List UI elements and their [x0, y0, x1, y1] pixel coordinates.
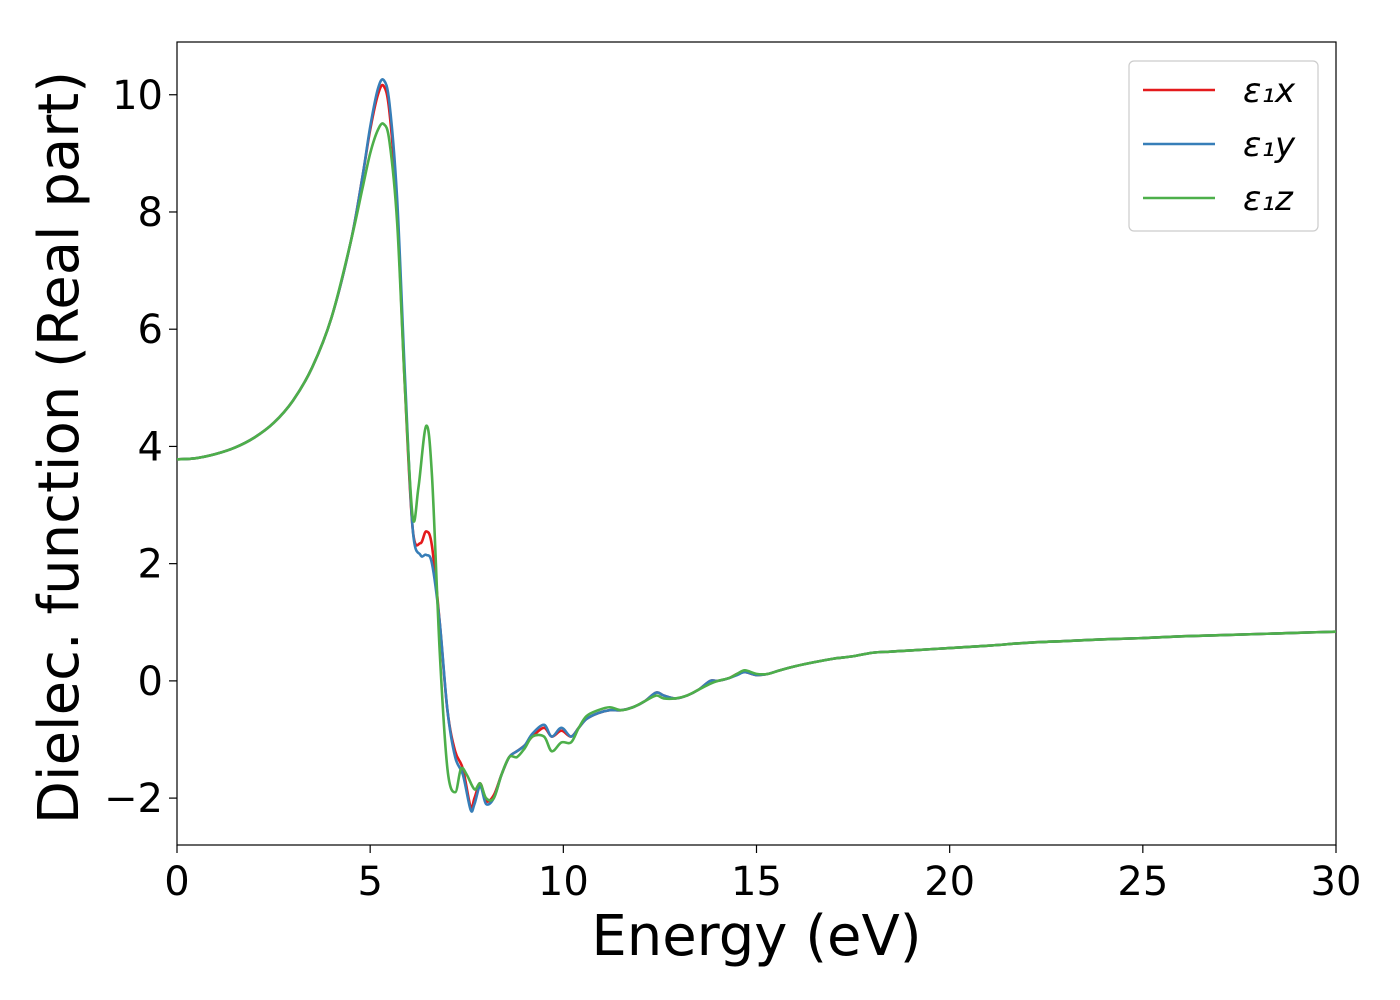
y-tick-label: 4 [138, 424, 163, 470]
x-tick-label: 5 [357, 859, 382, 905]
y-tick-label: 0 [138, 659, 163, 705]
series-layer [177, 78, 1336, 813]
series-line-3 [177, 122, 1336, 802]
y-axis-title: Dielec. function (Real part) [27, 71, 92, 824]
y-tick-label: 2 [138, 542, 163, 588]
x-tick-label: 20 [924, 859, 975, 905]
legend-label: ε₁z [1243, 179, 1294, 219]
y-tick-label: 8 [138, 190, 163, 236]
y-axis-ticks: −2 0 2 4 6 8 10 [104, 73, 177, 822]
legend-items: ε₁x ε₁y ε₁z [1143, 71, 1296, 219]
x-tick-label: 30 [1311, 859, 1362, 905]
y-tick-label: 10 [112, 73, 163, 119]
x-tick-label: 15 [731, 859, 782, 905]
legend-label: ε₁x [1243, 71, 1296, 111]
legend-box [1128, 60, 1319, 232]
x-tick-label: 25 [1117, 859, 1168, 905]
x-axis-title: Energy (eV) [591, 904, 921, 969]
x-tick-label: 10 [538, 859, 589, 905]
legend-label: ε₁y [1243, 125, 1296, 165]
legend: ε₁x ε₁y ε₁z [1128, 60, 1319, 232]
y-tick-label: −2 [104, 776, 163, 822]
x-axis-ticks: 0 5 10 15 20 25 30 [164, 845, 1361, 905]
x-tick-label: 0 [164, 859, 189, 905]
y-tick-label: 6 [138, 307, 163, 353]
